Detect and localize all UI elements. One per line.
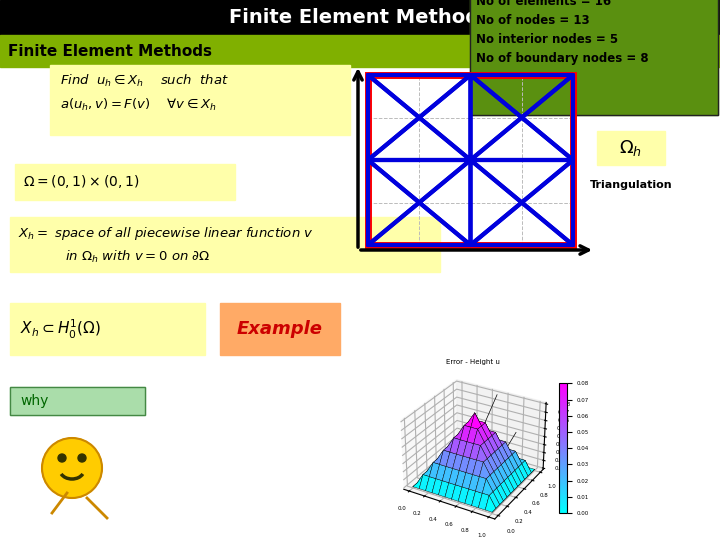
Circle shape [58,454,66,462]
Text: $\Omega = (0,1) \times (0,1)$: $\Omega = (0,1) \times (0,1)$ [23,173,140,191]
Title: Error - Height u: Error - Height u [446,360,500,366]
Text: Triangulation: Triangulation [590,180,672,190]
Text: Finite Element Methods: Finite Element Methods [229,8,491,27]
Text: Finite Element Methods: Finite Element Methods [8,44,212,58]
Bar [220,303,340,355]
Bar [10,217,440,272]
Text: $\Omega_h$: $\Omega_h$ [619,138,642,158]
Text: Example: Example [237,320,323,338]
Bar [470,0,718,115]
Text: No interior nodes = 5: No interior nodes = 5 [476,33,618,46]
Bar [10,387,145,415]
Text: $X_h \subset H^1_0(\Omega)$: $X_h \subset H^1_0(\Omega)$ [20,318,101,341]
Circle shape [78,454,86,462]
Bar [0,35,720,67]
Text: $a(u_h,v) = F(v)$    $\forall v \in X_h$: $a(u_h,v) = F(v)$ $\forall v \in X_h$ [60,97,217,113]
Bar [50,65,350,135]
Bar [0,0,720,35]
Bar [368,75,573,245]
Bar [470,0,718,115]
Text: No of nodes = 13: No of nodes = 13 [476,14,590,27]
Bar [10,387,145,415]
Text: $X_h =$ space of all piecewise linear function $v$: $X_h =$ space of all piecewise linear fu… [18,225,314,242]
Text: No of boundary nodes = 8: No of boundary nodes = 8 [476,52,649,65]
Bar [15,164,235,200]
Text: why: why [20,394,48,408]
Bar [10,303,205,355]
Text: No of elements = 16: No of elements = 16 [476,0,611,8]
Text: in $\Omega_h$ with $v = 0$ on $\partial\Omega$: in $\Omega_h$ with $v = 0$ on $\partial\… [65,249,210,265]
Bar [597,131,665,165]
Text: Find  $u_h \in X_h$    such  that: Find $u_h \in X_h$ such that [60,73,229,89]
Circle shape [42,438,102,498]
